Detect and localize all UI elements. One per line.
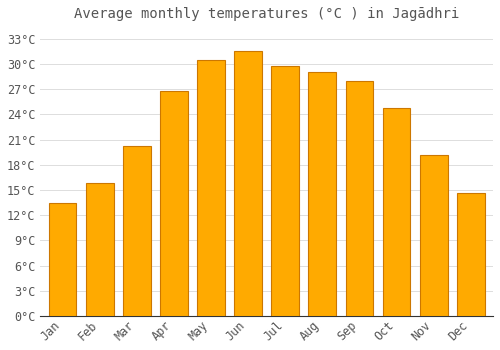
Bar	[48, 203, 76, 316]
Bar	[457, 193, 484, 316]
Title: Average monthly temperatures (°C ) in Jagādhri: Average monthly temperatures (°C ) in Ja…	[74, 7, 460, 21]
Bar	[160, 91, 188, 316]
Bar	[234, 51, 262, 316]
Bar	[308, 72, 336, 316]
Bar	[197, 60, 225, 316]
Bar	[382, 108, 410, 316]
Bar	[123, 146, 150, 316]
Bar	[272, 66, 299, 316]
Bar	[420, 155, 448, 316]
Bar	[346, 81, 374, 316]
Bar	[86, 183, 114, 316]
